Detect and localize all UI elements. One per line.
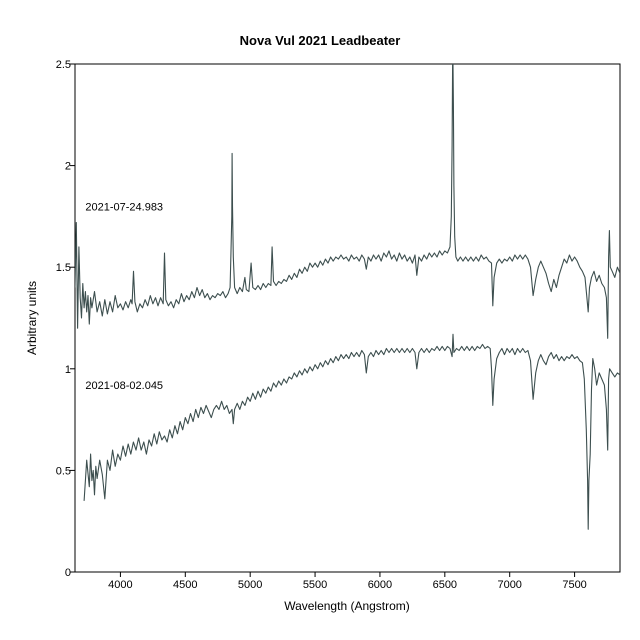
y-tick-label: 2.5 xyxy=(56,59,71,71)
plot-frame xyxy=(74,63,621,573)
x-tick-label: 4500 xyxy=(173,579,197,591)
y-tick-label: 0 xyxy=(65,567,71,579)
x-tick-label: 5000 xyxy=(238,579,262,591)
x-tick-label: 4000 xyxy=(108,579,132,591)
series-date-label: 2021-07-24.983 xyxy=(85,201,163,213)
series-layer xyxy=(75,64,620,530)
y-axis: 0 0.5 1 1.5 2 2.5 xyxy=(56,59,75,579)
series-date-label: 2021-08-02.045 xyxy=(85,380,163,392)
x-tick-label: 5500 xyxy=(303,579,327,591)
x-tick-label: 6500 xyxy=(433,579,457,591)
y-tick-label: 1.5 xyxy=(56,262,71,274)
x-tick-label: 6000 xyxy=(368,579,392,591)
x-tick-label: 7000 xyxy=(497,579,521,591)
y-tick-label: 1 xyxy=(65,364,71,376)
chart-title: Nova Vul 2021 Leadbeater xyxy=(240,33,401,48)
x-axis: 4000 4500 5000 5500 6000 6500 7000 7500 xyxy=(108,572,587,591)
y-axis-label: Arbitrary units xyxy=(25,281,39,355)
y-tick-label: 0.5 xyxy=(56,465,71,477)
series-line-2 xyxy=(83,333,620,530)
x-tick-label: 7500 xyxy=(562,579,586,591)
x-axis-label: Wavelength (Angstrom) xyxy=(284,599,410,613)
annotation-layer: 2021-07-24.983 2021-08-02.045 xyxy=(85,201,163,392)
y-tick-label: 2 xyxy=(65,161,71,173)
series-line-1 xyxy=(75,64,620,339)
